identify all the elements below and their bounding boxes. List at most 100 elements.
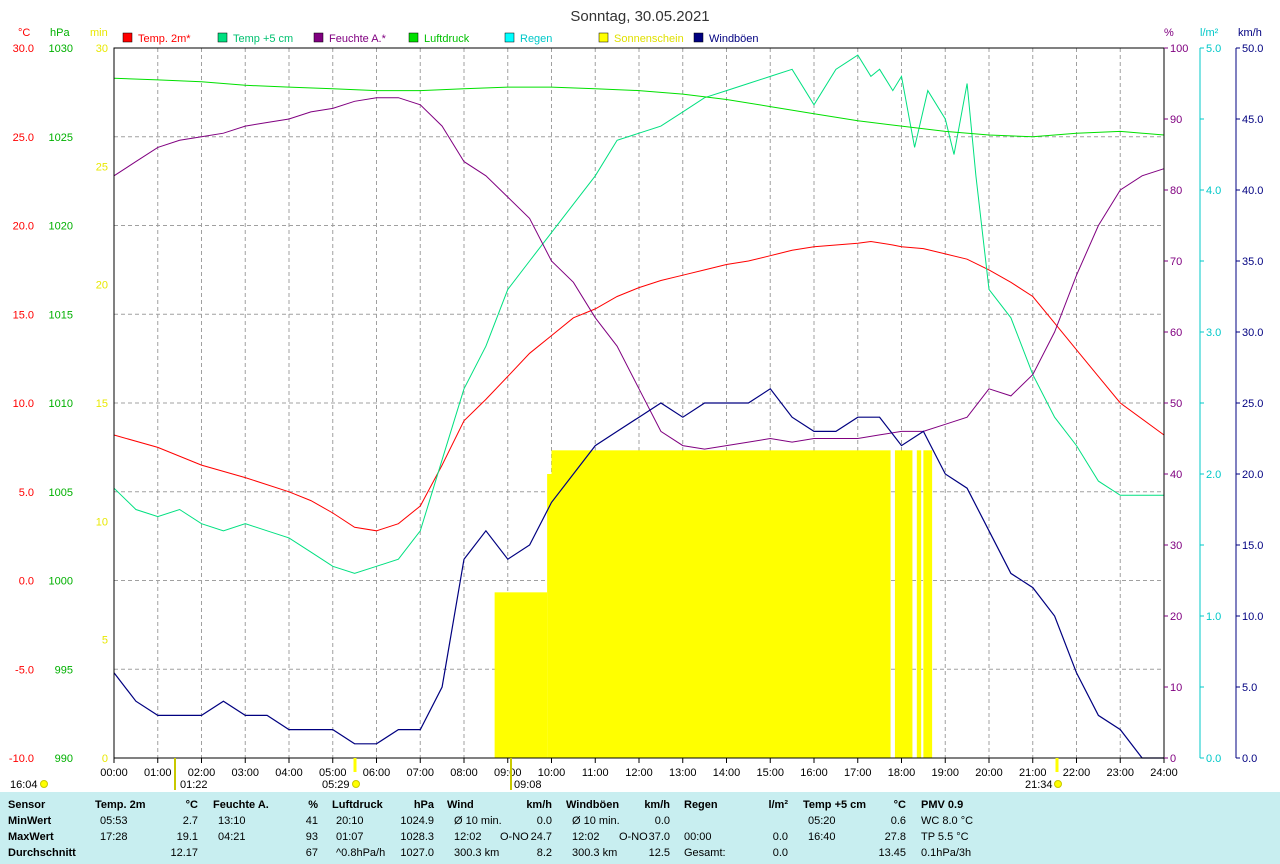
- humidity-tick-label: 10: [1170, 682, 1182, 694]
- time-tick-label: 09:00: [494, 767, 522, 779]
- time-tick-label: 20:00: [975, 767, 1003, 779]
- minutes-tick-label: 30: [96, 43, 108, 55]
- summary-temp-time: 05:53: [100, 815, 128, 827]
- sun-icon: [352, 780, 360, 788]
- summary-wind-time: Ø 10 min.: [454, 815, 502, 827]
- series-lines: [113, 54, 1165, 759]
- summary-rain-value: 0.0: [772, 847, 788, 859]
- time-tick-label: 07:00: [406, 767, 434, 779]
- minutes-unit-label: min: [90, 27, 108, 39]
- wind-tick-label: 45.0: [1242, 114, 1263, 126]
- summary-row-label: MaxWert: [8, 831, 54, 843]
- minutes-tick-label: 0: [102, 753, 108, 765]
- summary-hum-value: 41: [305, 815, 318, 827]
- sun-icon: [1054, 780, 1062, 788]
- moonrise-time: 01:22: [180, 779, 208, 791]
- pressure-tick-label: 1015: [49, 309, 73, 321]
- summary-header-pmv: PMV 0.9: [921, 799, 964, 811]
- legend-label: Feuchte A.*: [329, 33, 387, 45]
- series-line-feuchte-a: [113, 97, 1165, 450]
- time-tick-label: 23:00: [1106, 767, 1134, 779]
- series-line-windb-en: [113, 387, 1164, 759]
- summary-header-unit: %: [308, 799, 318, 811]
- wind-tick-label: 5.0: [1242, 682, 1257, 694]
- rain-tick-label: 0.0: [1206, 753, 1221, 765]
- wind-tick-label: 35.0: [1242, 256, 1263, 268]
- series-line-luftdruck: [113, 77, 1165, 138]
- summary-hum-value: 93: [305, 831, 318, 843]
- time-tick-label: 22:00: [1063, 767, 1091, 779]
- pressure-tick-label: 990: [55, 753, 73, 765]
- humidity-tick-label: 90: [1170, 114, 1182, 126]
- summary-gust-time: Ø 10 min.: [572, 815, 620, 827]
- time-tick-label: 16:00: [800, 767, 828, 779]
- chart-title: Sonntag, 30.05.2021: [570, 8, 709, 25]
- summary-t5-time: 16:40: [808, 831, 836, 843]
- temp-tick-label: 30.0: [13, 43, 34, 55]
- summary-rain-time: 00:00: [684, 831, 712, 843]
- minutes-tick-label: 10: [96, 516, 108, 528]
- temp-tick-label: -10.0: [9, 753, 34, 765]
- pressure-tick-label: 1020: [49, 221, 73, 233]
- summary-wind-time: 300.3 km: [454, 847, 500, 859]
- summary-header-unit: hPa: [413, 799, 434, 811]
- summary-header-wind: Wind: [447, 799, 474, 811]
- series-line-temp-2m: [113, 240, 1165, 532]
- pct-unit-label: %: [1164, 27, 1174, 39]
- legend-swatch: [122, 32, 133, 43]
- humidity-tick-label: 50: [1170, 398, 1182, 410]
- humidity-tick-label: 20: [1170, 611, 1182, 623]
- temp-tick-label: 15.0: [13, 309, 34, 321]
- legend-label: Sonnenschein: [614, 33, 684, 45]
- sunshine-bar: [494, 592, 548, 758]
- minutes-tick-label: 20: [96, 280, 108, 292]
- humidity-tick-label: 40: [1170, 469, 1182, 481]
- rain-tick-label: 5.0: [1206, 43, 1221, 55]
- minutes-tick-label: 15: [96, 398, 108, 410]
- wind-tick-label: 20.0: [1242, 469, 1263, 481]
- sunshine-bar: [551, 450, 891, 758]
- summary-header-press: Luftdruck: [332, 799, 383, 811]
- summary-header-unit: km/h: [644, 799, 670, 811]
- time-tick-label: 14:00: [713, 767, 741, 779]
- pressure-tick-label: 1000: [49, 576, 73, 588]
- summary-temp-value: 12.17: [170, 847, 198, 859]
- summary-press-value: 1028.3: [400, 831, 434, 843]
- wind-tick-label: 30.0: [1242, 327, 1263, 339]
- sun-icon: [40, 780, 48, 788]
- marker-left-time: 16:04: [10, 779, 38, 791]
- summary-panel: Sensor Temp. 2m °C Feuchte A.% Luftdruck hPa W…: [0, 792, 1280, 864]
- minutes-tick-label: 25: [96, 161, 108, 173]
- sunset-time: 21:34: [1025, 779, 1053, 791]
- temp-tick-label: 10.0: [13, 398, 34, 410]
- time-tick-label: 13:00: [669, 767, 697, 779]
- wind-tick-label: 15.0: [1242, 540, 1263, 552]
- time-tick-label: 06:00: [363, 767, 391, 779]
- summary-header-unit: l/m²: [768, 799, 788, 811]
- summary-wind-dir: O-NO: [500, 831, 529, 843]
- summary-t5-value: 0.6: [890, 815, 906, 827]
- time-tick-label: 03:00: [231, 767, 259, 779]
- temp-tick-label: 5.0: [19, 487, 34, 499]
- summary-t5-value: 13.45: [878, 847, 906, 859]
- legend-swatch: [313, 32, 324, 43]
- weather-chart: Sonntag, 30.05.2021 30.0 25.0 20.0 15.0 10.0…: [8, 8, 1264, 791]
- moonset-time: 09:08: [514, 779, 542, 791]
- time-tick-label: 12:00: [625, 767, 653, 779]
- pressure-tick-label: 1010: [49, 398, 73, 410]
- summary-press-value: 1027.0: [400, 847, 434, 859]
- summary-hum-time: 13:10: [218, 815, 246, 827]
- summary-header-t5: Temp +5 cm: [803, 799, 867, 811]
- axes: 30.025.020.015.010.05.00.0-5.0-10.010301…: [9, 27, 1264, 779]
- summary-t5-value: 27.8: [884, 831, 906, 843]
- sunshine-bar: [894, 450, 913, 758]
- legend-swatch: [693, 32, 704, 43]
- legend-label: Temp +5 cm: [233, 33, 293, 45]
- rain-tick-label: 1.0: [1206, 611, 1221, 623]
- legend-label: Regen: [520, 33, 552, 45]
- summary-temp-value: 2.7: [182, 815, 198, 827]
- summary-temp-value: 19.1: [176, 831, 198, 843]
- summary-gust-dir: O-NO: [619, 831, 648, 843]
- summary-header-unit: °C: [893, 799, 906, 811]
- wind-tick-label: 25.0: [1242, 398, 1263, 410]
